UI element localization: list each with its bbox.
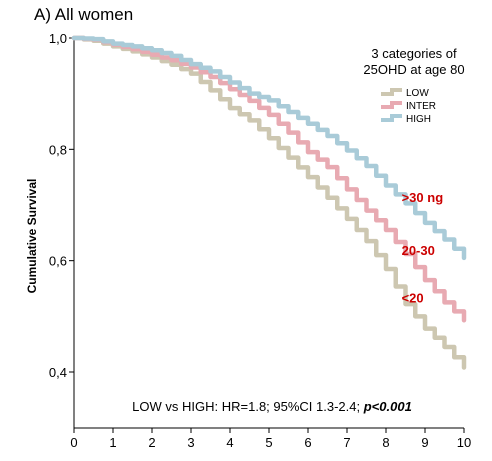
series-layer <box>71 35 467 370</box>
x-tick-label: 4 <box>226 435 233 450</box>
annotation-label: <20 <box>402 290 424 305</box>
annotations: >30 ng 20-30 <20 <box>402 190 444 305</box>
x-tick-label: 3 <box>187 435 194 450</box>
chart-title: A) All women <box>34 5 133 24</box>
legend-label-high: HIGH <box>406 114 431 125</box>
x-tick-label: 7 <box>343 435 350 450</box>
y-tick-label: 1,0 <box>49 31 67 46</box>
annotation-label: 20-30 <box>402 243 435 258</box>
x-tick-label: 2 <box>148 435 155 450</box>
series-line-inter <box>71 35 467 323</box>
y-tick-label: 0,6 <box>49 254 67 269</box>
p-value: p<0.001 <box>363 399 412 414</box>
legend-swatch-inter <box>381 101 402 109</box>
hazard-ratio-text: LOW vs HIGH: HR=1.8; 95%CI 1.3-2.4; p<0.… <box>132 399 412 414</box>
legend-label-low: LOW <box>406 88 429 99</box>
annotation-label: >30 ng <box>402 190 444 205</box>
hazard-ratio-prefix: LOW vs HIGH: HR=1.8; 95%CI 1.3-2.4; <box>132 399 364 414</box>
x-tick-label: 5 <box>265 435 272 450</box>
axes: 0 1 2 3 4 5 6 7 8 9 10 1,0 0,8 0,6 0,4 <box>49 31 471 450</box>
legend-title-line1: 3 categories of <box>371 46 457 61</box>
legend-label-inter: INTER <box>406 101 436 112</box>
x-tick-label: 1 <box>109 435 116 450</box>
y-axis-label: Cumulative Survival <box>25 179 39 294</box>
legend-swatch-high <box>381 114 402 122</box>
legend-title-line2: 25OHD at age 80 <box>363 62 464 77</box>
x-tick-label: 0 <box>70 435 77 450</box>
x-tick-label: 6 <box>304 435 311 450</box>
series-line-high <box>71 35 467 261</box>
y-tick-label: 0,4 <box>49 365 67 380</box>
legend: 3 categories of 25OHD at age 80 LOW INTER… <box>363 46 464 125</box>
x-tick-label: 10 <box>457 435 471 450</box>
x-tick-label: 8 <box>382 435 389 450</box>
y-tick-label: 0,8 <box>49 142 67 157</box>
x-tick-label: 9 <box>421 435 428 450</box>
legend-swatch-low <box>381 88 402 96</box>
